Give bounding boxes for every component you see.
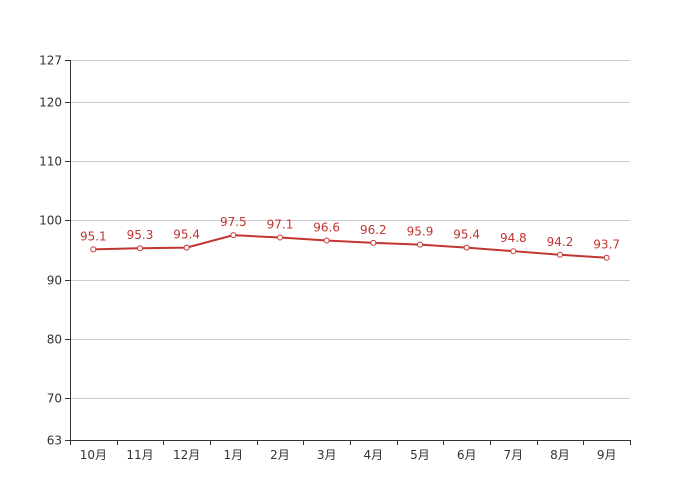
x-tick-label: 10月 — [80, 448, 107, 462]
data-point — [137, 245, 143, 252]
x-tick-label: 5月 — [410, 448, 430, 462]
y-tick-label: 70 — [47, 392, 62, 406]
x-tick-label: 9月 — [597, 448, 617, 462]
data-point — [230, 232, 237, 239]
series-layer — [93, 234, 607, 259]
x-tick-label: 11月 — [126, 448, 153, 462]
data-point — [463, 244, 470, 251]
data-label: 97.5 — [220, 215, 247, 229]
y-tick-label: 127 — [39, 54, 62, 68]
data-label: 96.2 — [360, 223, 387, 237]
x-tick-label: 4月 — [364, 448, 384, 462]
data-label: 95.1 — [80, 229, 107, 243]
data-point — [557, 251, 563, 258]
data-label: 95.4 — [453, 228, 480, 242]
y-tick-label: 100 — [39, 214, 62, 228]
data-point — [370, 239, 377, 246]
data-label: 97.1 — [267, 218, 294, 232]
y-tick-label: 80 — [47, 333, 62, 347]
data-label: 95.4 — [173, 228, 200, 242]
x-tick-label: 7月 — [504, 448, 524, 462]
x-tick-label: 1月 — [224, 448, 244, 462]
data-point — [90, 246, 97, 253]
y-tick-label: 120 — [39, 96, 62, 110]
y-axis-ticks: 63 70 80 90 100 110 120 127 — [39, 54, 70, 448]
x-tick-label: 3月 — [317, 448, 337, 462]
series-line — [93, 234, 607, 259]
y-tick-label: 90 — [47, 274, 62, 288]
data-point — [277, 234, 283, 241]
data-label: 93.7 — [593, 238, 620, 252]
data-label: 94.8 — [500, 231, 527, 245]
data-label: 95.3 — [127, 228, 154, 242]
y-tick-label: 63 — [47, 434, 62, 448]
x-tick-label: 12月 — [173, 448, 200, 462]
data-point — [603, 254, 610, 261]
data-point — [510, 248, 517, 255]
grid-lines — [70, 60, 630, 399]
data-labels: 95.1 95.3 95.4 97.5 97.1 96.6 96.2 95.9 95.4 94.8… — [80, 215, 620, 252]
data-label: 96.6 — [313, 221, 340, 235]
data-point — [183, 244, 190, 251]
y-tick-label: 110 — [39, 155, 62, 169]
x-tick-label: 8月 — [550, 448, 570, 462]
data-point — [417, 241, 423, 248]
x-tick-label: 6月 — [457, 448, 477, 462]
data-point — [323, 237, 330, 244]
x-axis-ticks: 10月 11月 12月 1月 2月 3月 4月 5月 6月 7月 8月 9月 — [70, 440, 631, 462]
axes — [70, 60, 630, 441]
data-label: 95.9 — [407, 225, 434, 239]
x-tick-label: 2月 — [270, 448, 290, 462]
data-label: 94.2 — [547, 235, 574, 249]
data-points — [90, 232, 610, 261]
